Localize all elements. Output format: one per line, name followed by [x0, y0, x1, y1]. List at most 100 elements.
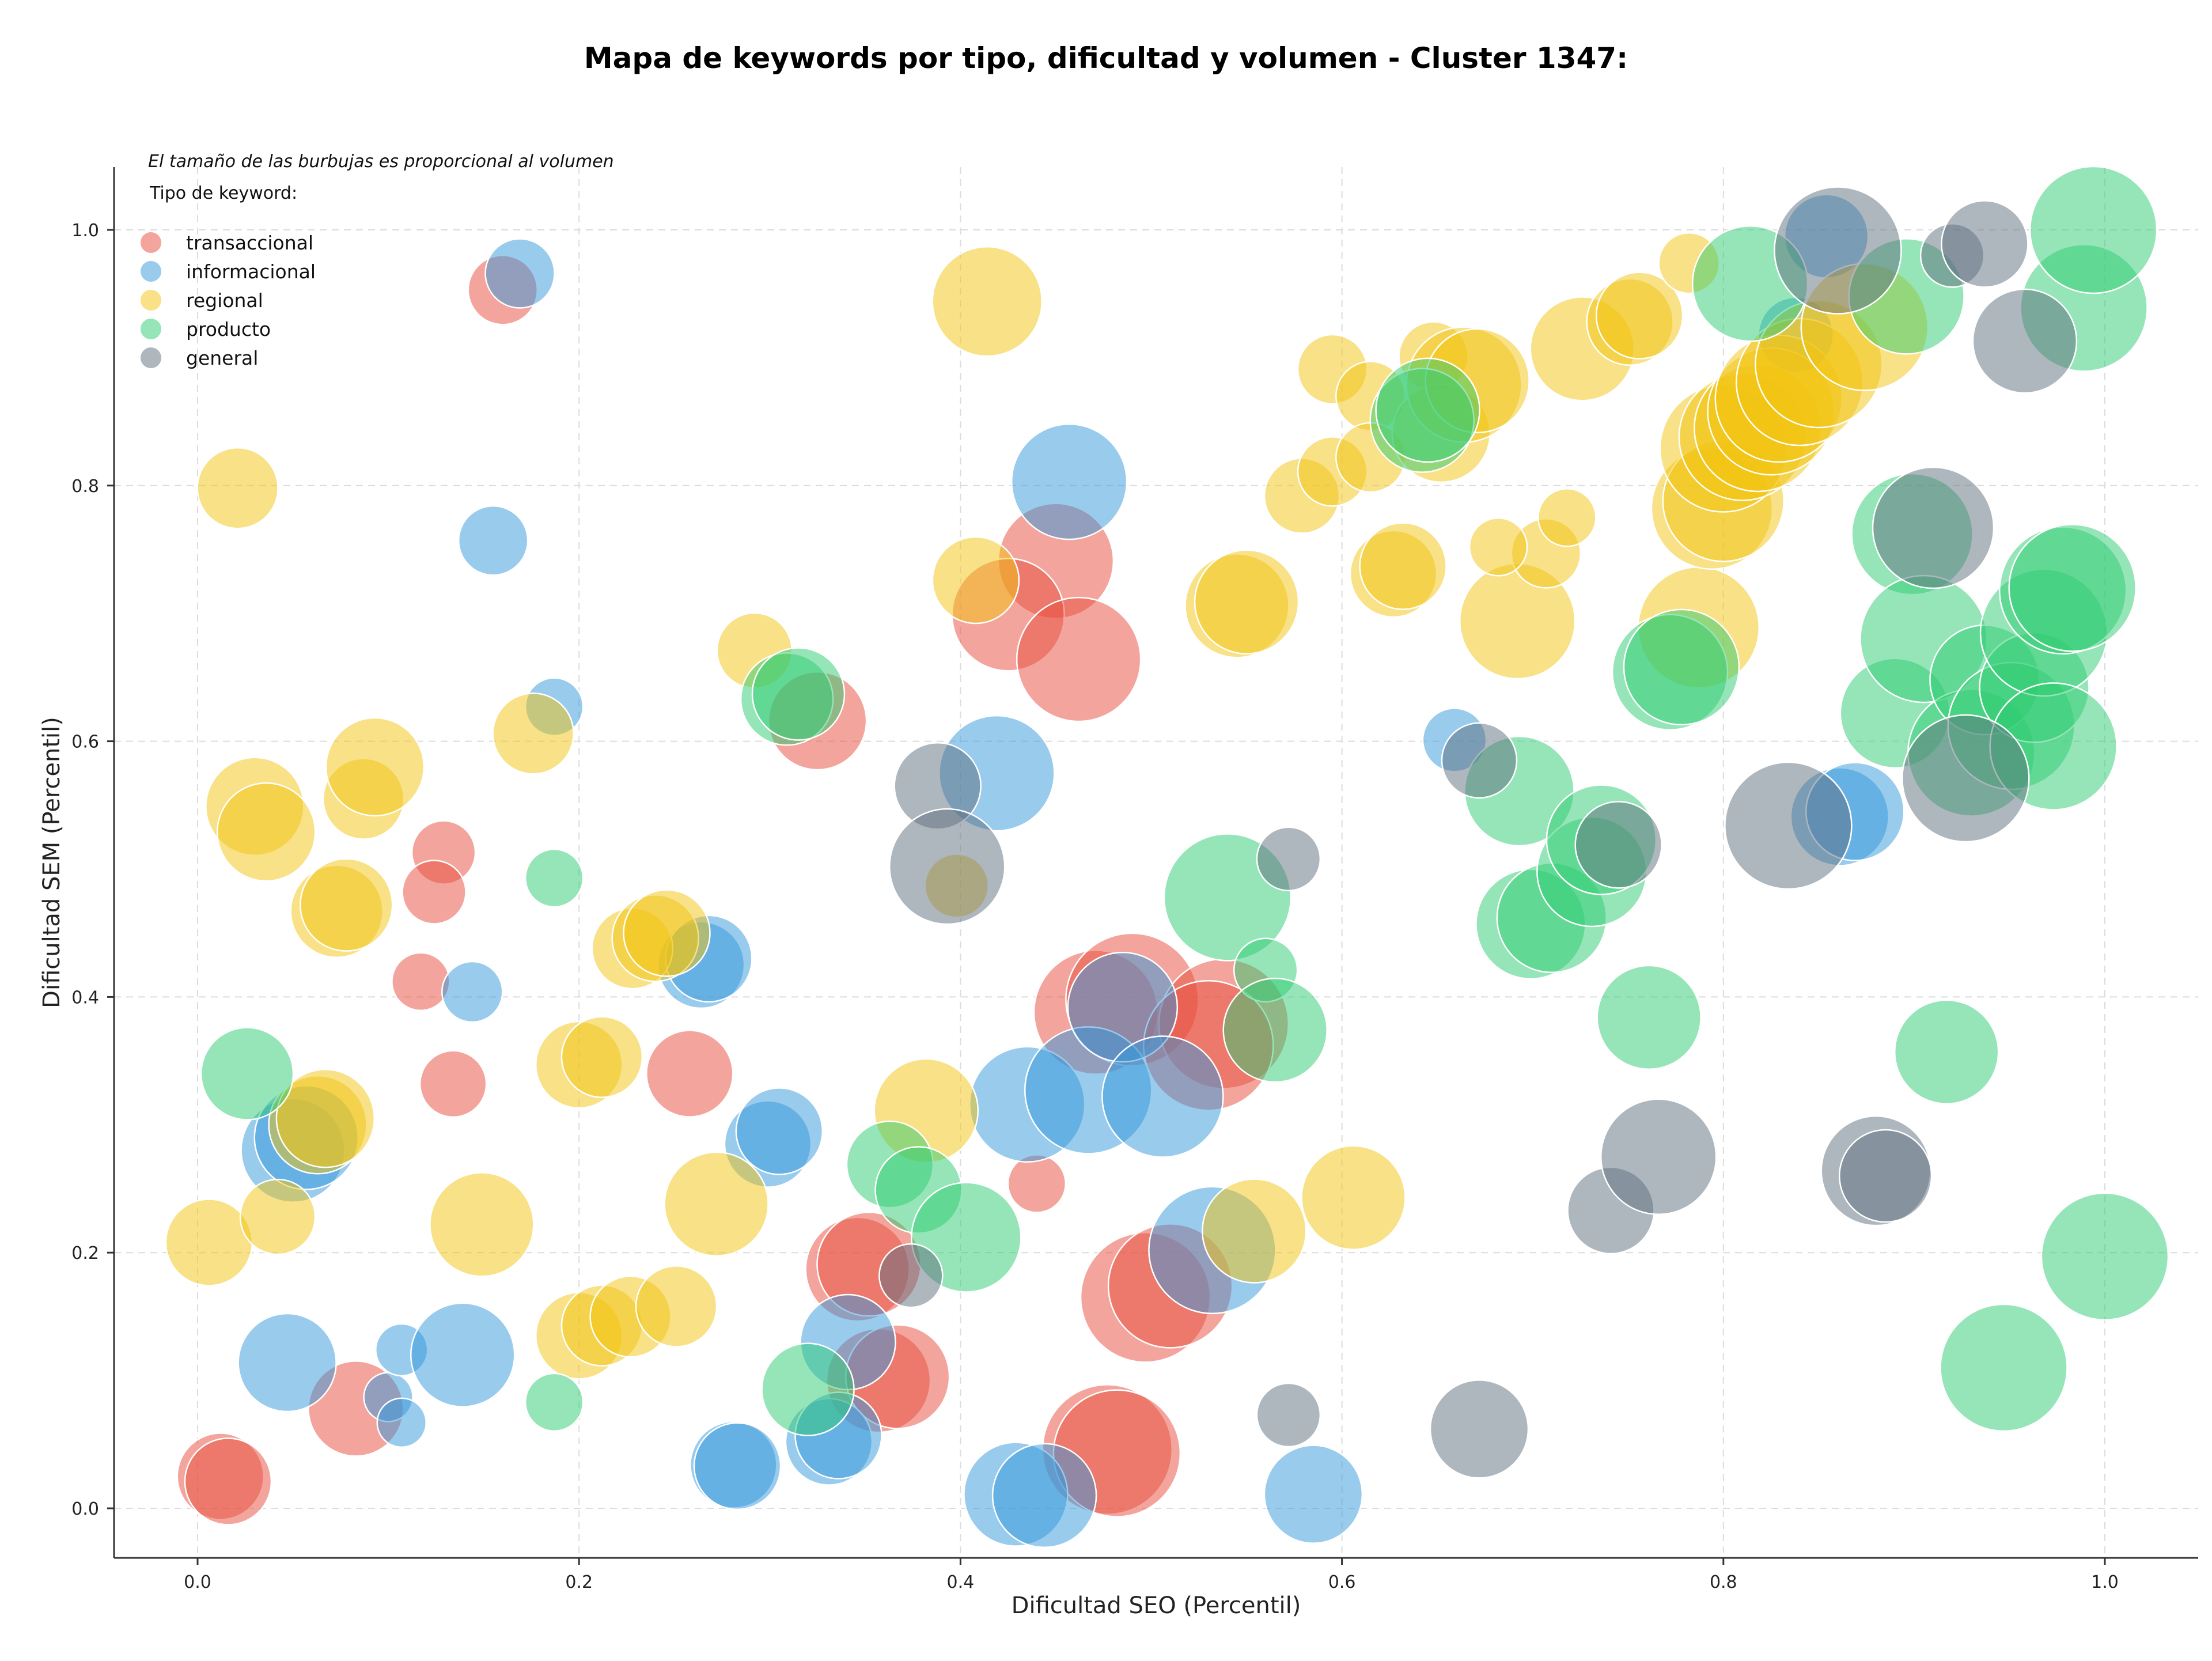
bubble-regional: [1359, 522, 1447, 610]
bubble-regional: [429, 1172, 535, 1277]
bubble-general: [1600, 1098, 1717, 1216]
bubble-transaccional: [391, 952, 450, 1012]
bubble-producto: [751, 647, 846, 741]
bubble-general: [878, 1243, 944, 1308]
x-axis-label: Dificultad SEO (Percentil): [1012, 1592, 1301, 1619]
y-axis-label: Dificultad SEM (Percentil): [39, 717, 65, 1008]
bubble-regional: [275, 1068, 376, 1168]
bubble-informacional: [457, 505, 529, 576]
y-tick-label: 0.6: [71, 732, 99, 752]
bubble-general: [1429, 1379, 1529, 1479]
bubble-general: [888, 808, 1006, 925]
legend-item-general: general: [139, 346, 258, 369]
y-tick-label: 1.0: [71, 221, 99, 241]
bubble-informacional: [1010, 423, 1128, 540]
bubble-regional: [239, 1178, 316, 1255]
bubble-regional: [300, 858, 393, 952]
bubble-producto: [524, 1372, 584, 1432]
legend-label: general: [186, 347, 258, 369]
y-tick-label: 0.0: [71, 1499, 99, 1519]
y-tick-label: 0.2: [71, 1243, 99, 1263]
bubble-regional: [325, 717, 425, 817]
bubble-transaccional: [1007, 1154, 1067, 1213]
bubble-regional: [1301, 1145, 1406, 1251]
series-producto: [200, 165, 2169, 1436]
chart-title: Mapa de keywords por tipo, dificultad y …: [584, 41, 1628, 75]
series-regional: [165, 232, 1929, 1380]
y-tick-label: 0.4: [71, 987, 99, 1008]
series-general: [878, 186, 2078, 1479]
bubble-regional: [196, 447, 279, 529]
bubble-general: [1972, 288, 2078, 394]
legend-label: transaccional: [186, 232, 313, 254]
bubble-transaccional: [402, 860, 467, 925]
bubble-producto: [1940, 1303, 2068, 1432]
bubble-regional: [623, 889, 711, 977]
bubble-regional: [492, 693, 574, 775]
legend-item-transaccional: transaccional: [139, 231, 313, 254]
bubble-general: [1941, 200, 2029, 288]
legend-marker: [139, 317, 162, 340]
bubble-general: [1574, 801, 1662, 889]
bubble-general: [1256, 826, 1321, 891]
bubble-general: [1441, 722, 1518, 799]
bubble-producto: [1222, 977, 1328, 1083]
legend-label: informacional: [186, 260, 316, 283]
tick-layer: 0.0 0.2 0.4 0.6 0.8 1.0 0.0 0.2 0.4 0.6 0.8 1.0: [71, 221, 2119, 1592]
legend-marker: [139, 260, 162, 283]
bubble-general: [1872, 466, 1995, 589]
bubble-regional: [560, 1016, 643, 1098]
bubble-producto: [1893, 999, 1999, 1105]
bubble-transaccional: [1016, 596, 1142, 722]
bubble-regional: [1194, 549, 1300, 654]
legend-label: producto: [186, 318, 271, 340]
x-tick-label: 1.0: [2091, 1572, 2119, 1592]
bubble-producto: [2029, 165, 2158, 294]
bubble-producto: [200, 1027, 294, 1121]
legend-label: regional: [186, 289, 263, 312]
bubble-general: [1724, 761, 1853, 890]
x-tick-label: 0.0: [184, 1572, 211, 1592]
legend-marker: [139, 346, 162, 369]
bubble-informacional: [735, 1087, 824, 1175]
bubble-producto: [524, 848, 584, 908]
bubble-layer: [165, 165, 2169, 1549]
bubble-size-note: El tamaño de las burbujas es proporciona…: [148, 152, 614, 172]
bubble-producto: [2008, 524, 2137, 652]
legend-item-regional: regional: [139, 289, 263, 312]
y-tick-label: 0.8: [71, 476, 99, 497]
bubble-producto: [1596, 964, 1702, 1070]
bubble-regional: [635, 1265, 718, 1348]
bubble-informacional: [237, 1312, 337, 1413]
bubble-regional: [1595, 271, 1684, 360]
bubble-informacional: [484, 238, 555, 309]
bubble-informacional: [1101, 1035, 1224, 1158]
series-informacional: [237, 194, 1905, 1549]
bubble-producto: [1375, 357, 1480, 463]
x-tick-label: 0.2: [565, 1572, 593, 1592]
legend-marker: [139, 231, 162, 254]
legend-item-producto: producto: [139, 317, 271, 340]
bubble-informacional: [693, 1422, 782, 1511]
bubble-general: [1774, 186, 1902, 315]
legend-marker: [139, 289, 162, 312]
bubble-general: [1902, 714, 2030, 843]
bubble-transaccional: [184, 1437, 272, 1526]
bubble-regional: [1468, 517, 1528, 577]
bubble-general: [1256, 1382, 1321, 1448]
bubble-informacional: [376, 1397, 427, 1448]
bubble-transaccional: [645, 1030, 734, 1118]
bubble-informacional: [441, 960, 503, 1023]
bubble-general: [1838, 1129, 1933, 1223]
bubble-informacional: [410, 1302, 516, 1408]
x-tick-label: 0.6: [1328, 1572, 1356, 1592]
bubble-regional: [664, 1151, 769, 1257]
bubble-informacional: [1263, 1444, 1363, 1544]
bubble-informacional: [991, 1443, 1097, 1549]
x-tick-label: 0.4: [947, 1572, 975, 1592]
bubble-producto: [2040, 1192, 2169, 1321]
bubble-regional: [216, 782, 316, 882]
bubble-regional: [931, 536, 1020, 625]
legend-title: Tipo de keyword:: [149, 183, 297, 203]
